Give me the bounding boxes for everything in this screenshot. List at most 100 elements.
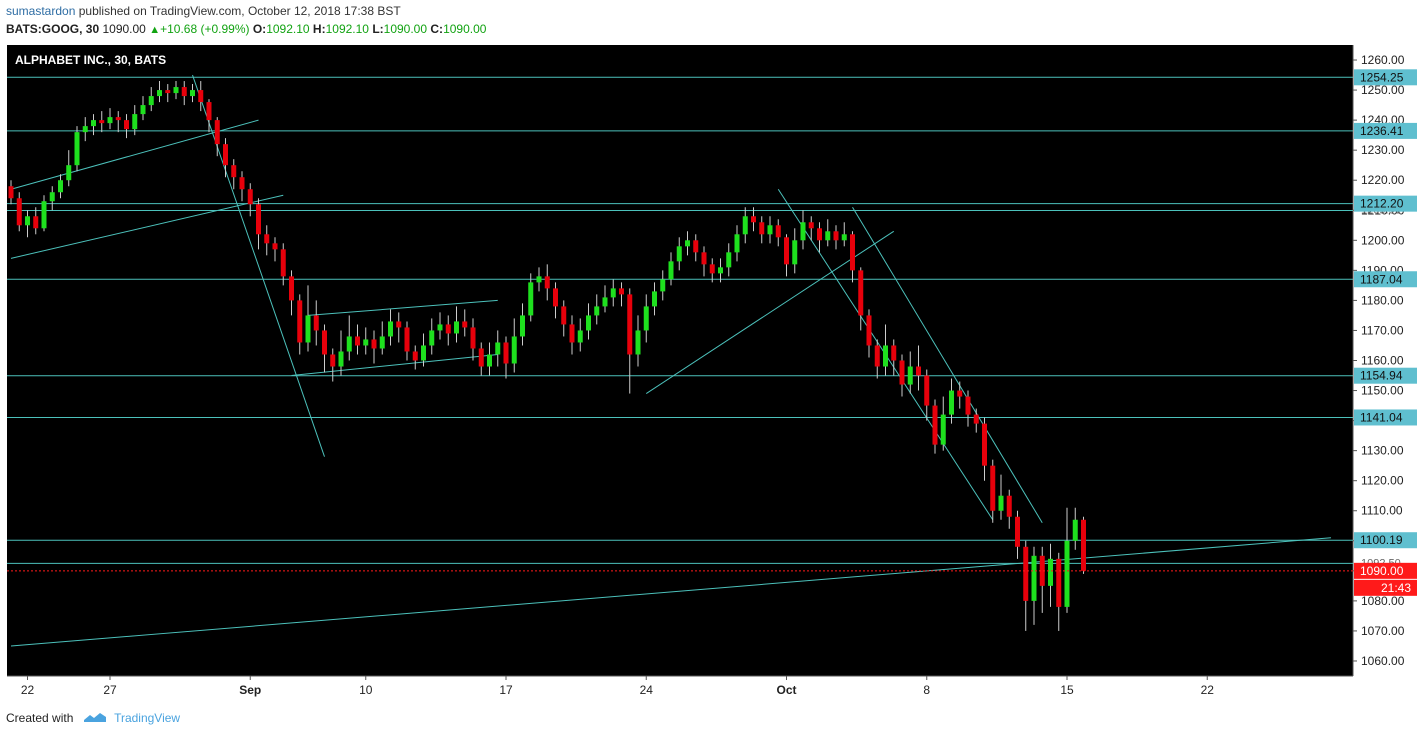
level-price-label: 1236.41 (1360, 124, 1404, 138)
candle-body (256, 204, 261, 235)
y-tick-label: 1180.00 (1361, 293, 1404, 307)
x-tick-label: 8 (923, 683, 930, 697)
x-tick-label: Sep (239, 683, 261, 697)
candle-body (511, 336, 517, 364)
candle-body (709, 264, 715, 274)
trendline (291, 353, 498, 377)
candle-body (627, 294, 633, 355)
candle-body (759, 222, 765, 235)
candle-body (33, 216, 39, 229)
footer: Created with TradingView (6, 711, 180, 726)
candle-body (652, 291, 657, 307)
candle-body (305, 315, 311, 343)
candle-body (157, 90, 162, 97)
candle-body (973, 414, 979, 424)
candle-body (148, 96, 154, 106)
candle-body (173, 87, 179, 94)
candle-body (734, 234, 740, 253)
candle-body (858, 270, 864, 316)
candle-body (874, 345, 880, 367)
candle-body (561, 306, 567, 325)
candle-body (940, 414, 946, 445)
close-value: 1090.00 (443, 22, 487, 36)
level-label-bg (1354, 532, 1417, 549)
candle-body (355, 336, 360, 346)
candle-body (115, 117, 121, 121)
candle-body (932, 405, 938, 445)
candle-body (742, 216, 748, 235)
candle-body (396, 321, 402, 328)
candle-body (685, 240, 690, 247)
candle-body (313, 315, 319, 331)
candle-body (866, 315, 872, 346)
candle-body (841, 234, 847, 241)
candle-body (181, 87, 187, 97)
candle-body (91, 120, 96, 127)
candle-body (1064, 540, 1070, 607)
candle-body (1048, 558, 1053, 586)
candle-body (99, 120, 105, 124)
candle-body (1039, 555, 1045, 586)
candle-body (825, 231, 831, 241)
candle-body (850, 234, 855, 271)
y-tick-label: 1130.00 (1361, 444, 1404, 458)
candle-body (363, 339, 369, 346)
candle-body (569, 324, 575, 343)
candle-body (388, 321, 393, 337)
candle-body (998, 495, 1004, 511)
change-value: +10.68 (+0.99%) (160, 22, 250, 36)
current-price-label: 1090.00 (1360, 564, 1404, 578)
chart-title: ALPHABET INC., 30, BATS (15, 53, 166, 67)
candle-body (891, 345, 897, 361)
open-label: O: (252, 22, 267, 36)
close-label: C: (430, 22, 444, 36)
y-tick-label: 1110.00 (1361, 504, 1403, 518)
candle-body (751, 216, 756, 223)
candle-body (124, 120, 129, 130)
candle-body (1081, 519, 1086, 571)
candle-body (800, 222, 806, 241)
candle-body (602, 297, 608, 307)
candle-body (231, 165, 237, 178)
candle-body (74, 132, 80, 166)
level-price-label: 1254.25 (1360, 70, 1404, 84)
candle-body (833, 231, 839, 241)
price-chart[interactable]: ALPHABET INC., 30, BATS1060.001070.00108… (0, 42, 1419, 702)
high-label: H: (312, 22, 326, 36)
trendline (10, 537, 1332, 647)
candle-body (16, 198, 22, 226)
candle-body (949, 390, 954, 415)
y-tick-label: 1070.00 (1361, 624, 1405, 638)
candle-body (322, 330, 327, 355)
candle-body (280, 249, 286, 277)
tradingview-logo-icon[interactable] (83, 711, 107, 726)
candle-body (676, 246, 682, 262)
candle-body (8, 186, 14, 199)
open-value: 1092.10 (266, 22, 310, 36)
candle-body (247, 189, 253, 205)
candle-body (635, 330, 641, 355)
level-label-bg (1354, 367, 1417, 384)
candle-body (264, 234, 270, 244)
candle-body (429, 330, 435, 346)
candle-body (107, 117, 113, 124)
candle-body (454, 321, 459, 334)
candle-body (594, 306, 600, 316)
candle-body (907, 366, 913, 385)
trendline (852, 206, 1043, 524)
y-tick-label: 1060.00 (1361, 654, 1405, 668)
x-tick-label: 22 (21, 683, 35, 697)
tradingview-link[interactable]: TradingView (114, 711, 181, 725)
author-link[interactable]: sumastardon (6, 4, 76, 18)
last-price: 1090.00 (102, 22, 146, 36)
x-tick-label: 15 (1060, 683, 1074, 697)
candle-body (223, 144, 228, 166)
level-price-label: 1141.04 (1360, 410, 1403, 424)
candle-body (982, 423, 987, 466)
level-label-bg (1354, 409, 1417, 426)
y-tick-label: 1200.00 (1361, 233, 1405, 247)
candle-body (41, 201, 47, 229)
symbol-label: BATS:GOOG, 30 (6, 22, 100, 36)
candle-body (990, 465, 996, 511)
candle-body (437, 324, 443, 331)
